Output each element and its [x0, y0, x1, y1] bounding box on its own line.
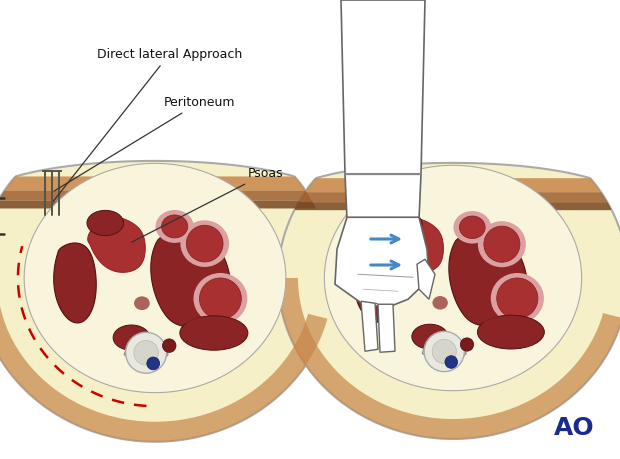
Polygon shape	[345, 174, 421, 219]
Ellipse shape	[480, 311, 498, 324]
Circle shape	[147, 357, 159, 370]
Ellipse shape	[187, 225, 223, 262]
Polygon shape	[453, 313, 620, 439]
Ellipse shape	[180, 316, 248, 350]
Polygon shape	[449, 233, 528, 329]
Polygon shape	[124, 343, 168, 365]
Circle shape	[460, 338, 474, 351]
Circle shape	[134, 341, 158, 365]
Polygon shape	[54, 243, 96, 323]
Polygon shape	[361, 301, 378, 351]
Ellipse shape	[412, 324, 448, 349]
Circle shape	[162, 339, 176, 353]
Text: AO: AO	[554, 416, 595, 440]
Ellipse shape	[491, 273, 544, 324]
Polygon shape	[341, 0, 425, 174]
Ellipse shape	[459, 216, 485, 239]
Ellipse shape	[432, 296, 448, 309]
Ellipse shape	[477, 315, 544, 349]
Polygon shape	[151, 232, 231, 330]
Ellipse shape	[180, 220, 229, 267]
Polygon shape	[295, 202, 611, 210]
Polygon shape	[324, 165, 582, 391]
Circle shape	[126, 332, 167, 373]
Ellipse shape	[497, 278, 538, 319]
Polygon shape	[87, 217, 145, 272]
Ellipse shape	[182, 311, 201, 325]
Ellipse shape	[162, 215, 188, 238]
Polygon shape	[0, 278, 155, 442]
Circle shape	[432, 339, 456, 364]
Ellipse shape	[449, 257, 470, 276]
Ellipse shape	[478, 221, 526, 267]
Ellipse shape	[151, 257, 172, 276]
Text: Peritoneum: Peritoneum	[54, 96, 235, 191]
Circle shape	[445, 356, 458, 368]
Polygon shape	[422, 341, 466, 364]
Text: Psoas: Psoas	[131, 167, 283, 242]
Ellipse shape	[484, 226, 520, 262]
Polygon shape	[0, 190, 311, 201]
Circle shape	[424, 331, 464, 372]
Ellipse shape	[87, 210, 123, 235]
Polygon shape	[387, 218, 443, 273]
Polygon shape	[278, 278, 453, 439]
Polygon shape	[155, 314, 327, 442]
Polygon shape	[0, 161, 333, 442]
Polygon shape	[378, 304, 395, 352]
Polygon shape	[306, 178, 600, 192]
Ellipse shape	[200, 278, 241, 319]
Text: Direct lateral Approach: Direct lateral Approach	[53, 48, 242, 201]
Ellipse shape	[386, 212, 422, 236]
Polygon shape	[6, 176, 304, 190]
Polygon shape	[417, 259, 435, 299]
Polygon shape	[0, 201, 316, 208]
Ellipse shape	[113, 325, 150, 350]
Polygon shape	[335, 217, 429, 307]
Polygon shape	[24, 163, 286, 392]
Ellipse shape	[453, 211, 491, 244]
Ellipse shape	[193, 273, 247, 324]
Polygon shape	[278, 163, 620, 439]
Ellipse shape	[156, 210, 193, 243]
Ellipse shape	[134, 297, 150, 310]
Polygon shape	[299, 192, 607, 202]
Polygon shape	[353, 244, 395, 322]
